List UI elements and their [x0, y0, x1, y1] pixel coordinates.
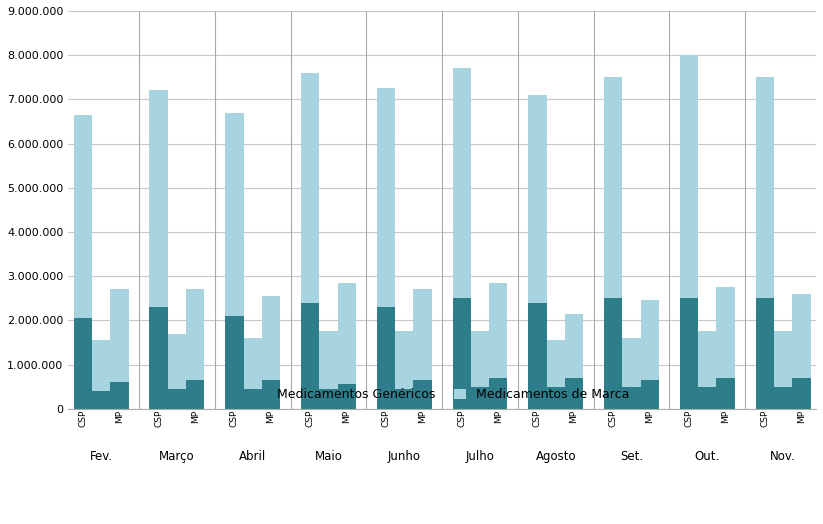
- Bar: [110, 382, 128, 409]
- Bar: [565, 314, 584, 378]
- Bar: [377, 88, 395, 307]
- Bar: [186, 380, 204, 409]
- Bar: [471, 387, 489, 409]
- Bar: [319, 331, 337, 389]
- Bar: [641, 300, 659, 380]
- Bar: [301, 303, 319, 409]
- Bar: [471, 331, 489, 387]
- Bar: [756, 298, 774, 409]
- Bar: [337, 385, 356, 409]
- Bar: [546, 340, 565, 387]
- Bar: [622, 387, 641, 409]
- Bar: [301, 73, 319, 303]
- Bar: [489, 283, 508, 378]
- Bar: [793, 294, 811, 378]
- Bar: [680, 298, 698, 409]
- Bar: [377, 307, 395, 409]
- Bar: [226, 113, 244, 316]
- Bar: [226, 316, 244, 409]
- Bar: [168, 334, 186, 389]
- Bar: [774, 387, 793, 409]
- Bar: [622, 338, 641, 387]
- Bar: [698, 331, 717, 387]
- Bar: [395, 389, 413, 409]
- Bar: [528, 95, 546, 303]
- Bar: [756, 77, 774, 298]
- Bar: [74, 115, 92, 318]
- Bar: [395, 331, 413, 389]
- Bar: [774, 331, 793, 387]
- Bar: [698, 387, 717, 409]
- Bar: [92, 340, 110, 391]
- Bar: [528, 303, 546, 409]
- Bar: [319, 389, 337, 409]
- Bar: [793, 378, 811, 409]
- Bar: [92, 391, 110, 409]
- Bar: [413, 289, 432, 380]
- Bar: [74, 318, 92, 409]
- Bar: [717, 378, 735, 409]
- Bar: [604, 77, 622, 298]
- Bar: [337, 283, 356, 385]
- Bar: [717, 287, 735, 378]
- Bar: [244, 389, 262, 409]
- Bar: [565, 378, 584, 409]
- Bar: [262, 380, 280, 409]
- Bar: [546, 387, 565, 409]
- Bar: [453, 69, 471, 298]
- Legend: Medicamentos Genéricos, Medicamentos de Marca: Medicamentos Genéricos, Medicamentos de …: [249, 384, 635, 407]
- Bar: [244, 338, 262, 389]
- Bar: [641, 380, 659, 409]
- Bar: [150, 307, 168, 409]
- Bar: [453, 298, 471, 409]
- Bar: [489, 378, 508, 409]
- Bar: [604, 298, 622, 409]
- Bar: [110, 289, 128, 382]
- Bar: [186, 289, 204, 380]
- Bar: [168, 389, 186, 409]
- Bar: [413, 380, 432, 409]
- Bar: [150, 91, 168, 307]
- Bar: [680, 55, 698, 298]
- Bar: [262, 296, 280, 380]
